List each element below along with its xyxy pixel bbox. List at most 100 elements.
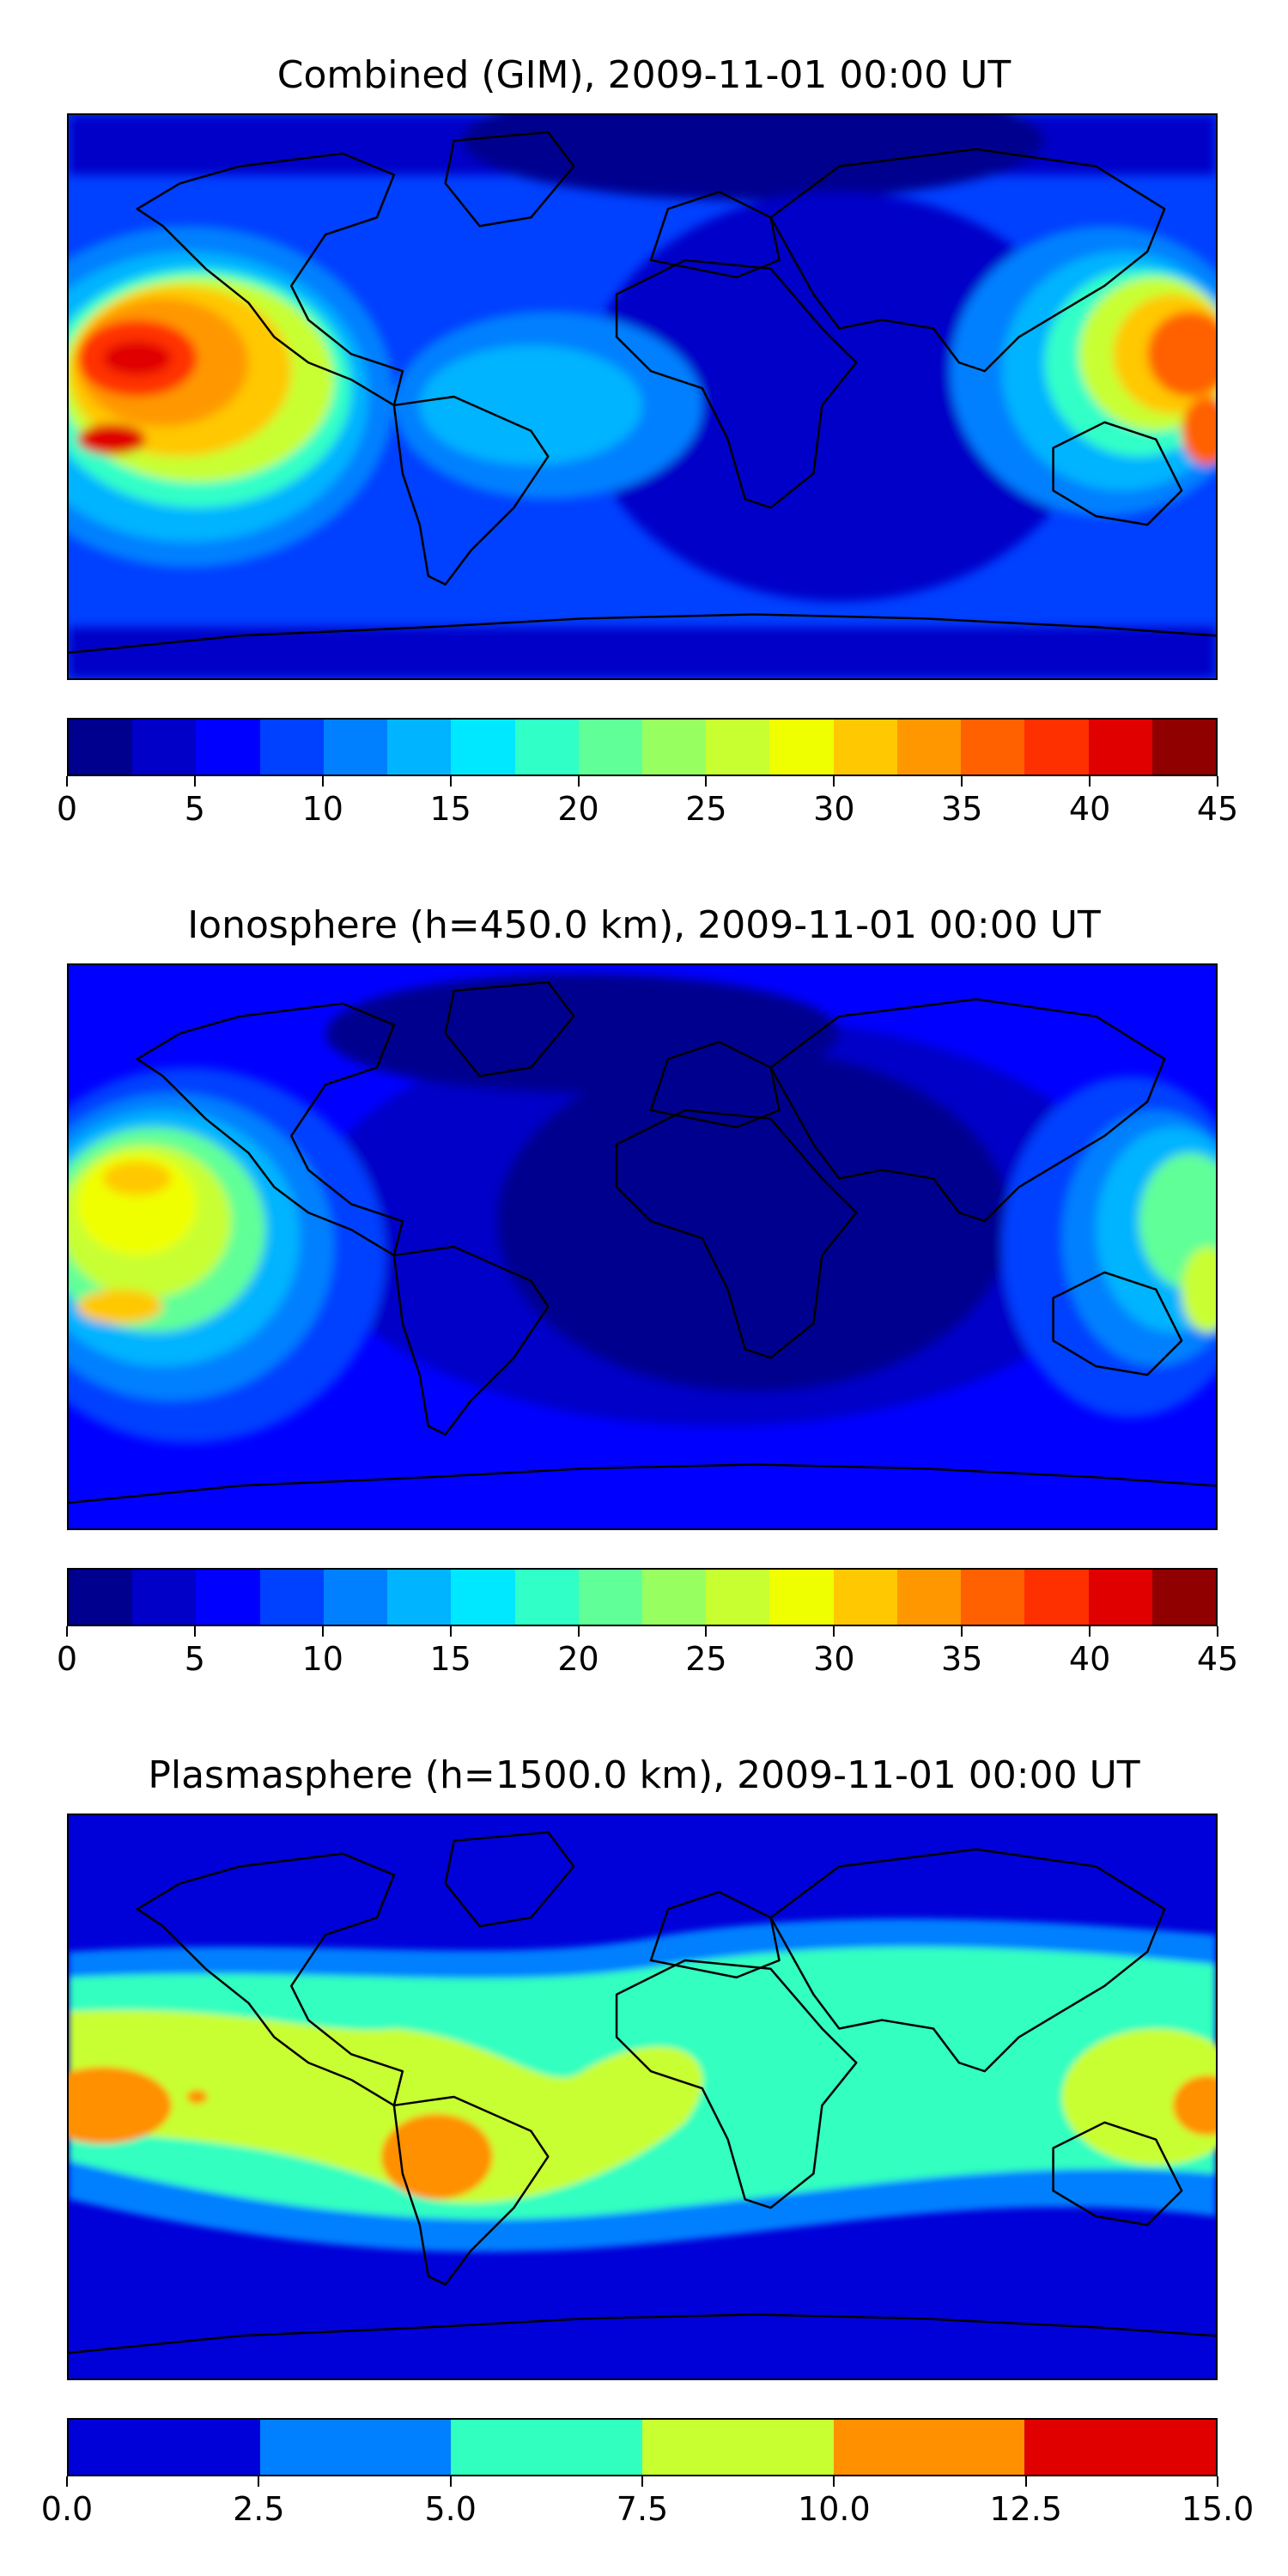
panel-3-colorbar-ticks: 0.0 2.5 5.0 7.5 10.0 12.5 15.0 [41, 2476, 1254, 2528]
colorbar-tick-label: 45 [1196, 790, 1239, 828]
colorbar-tick-label: 5 [184, 1640, 205, 1678]
colorbar-segment [961, 1570, 1025, 1625]
colorbar-tick-mark [961, 1626, 963, 1637]
colorbar-tick-mark [1089, 1626, 1091, 1637]
colorbar-tick-label: 0 [56, 1640, 78, 1678]
colorbar-segment [387, 1570, 452, 1625]
colorbar-tick-mark [1217, 776, 1218, 787]
colorbar-tick-label: 5 [184, 790, 205, 828]
colorbar-segment [514, 720, 579, 775]
colorbar-tick-label: 10 [301, 1640, 343, 1678]
colorbar-tick-mark [66, 776, 68, 787]
colorbar-tick-label: 12.5 [989, 2490, 1062, 2528]
colorbar-tick-mark [961, 776, 963, 787]
panel-3-colorbar [67, 2418, 1218, 2476]
colorbar-segment [833, 2420, 1025, 2475]
colorbar-segment [641, 720, 707, 775]
colorbar-segment [451, 1570, 515, 1625]
colorbar-segment [641, 1570, 707, 1625]
colorbar-tick-mark [449, 1626, 452, 1637]
colorbar-tick-mark [641, 2476, 643, 2487]
colorbar-segment [833, 720, 897, 775]
colorbar-tick-label: 20 [557, 1640, 599, 1678]
colorbar-segment [514, 1570, 579, 1625]
colorbar-tick-mark [1089, 776, 1091, 787]
panel-2-colorbar [67, 1568, 1218, 1626]
colorbar-segment [69, 1570, 133, 1625]
colorbar-tick-label: 15.0 [1181, 2490, 1255, 2528]
colorbar-segment [132, 720, 197, 775]
colorbar-tick-label: 25 [685, 1640, 727, 1678]
colorbar-tick-mark [449, 776, 452, 787]
colorbar-tick-label: 30 [813, 790, 855, 828]
panel-1-map [67, 113, 1218, 680]
colorbar-segment [896, 1570, 962, 1625]
colorbar-tick-mark [705, 1626, 708, 1637]
colorbar-tick-mark [321, 776, 324, 787]
colorbar-segment [259, 1570, 324, 1625]
colorbar-segment [706, 1570, 770, 1625]
colorbar-segment [1151, 1570, 1216, 1625]
colorbar-tick-mark [577, 776, 580, 787]
colorbar-tick-label: 40 [1068, 790, 1111, 828]
colorbar-tick-mark [1217, 2476, 1218, 2487]
colorbar-tick-label: 40 [1068, 1640, 1111, 1678]
colorbar-segment [387, 720, 452, 775]
colorbar-segment [259, 2420, 452, 2475]
colorbar-tick-label: 30 [813, 1640, 855, 1678]
panel-1-colorbar [67, 718, 1218, 776]
colorbar-segment [451, 2420, 643, 2475]
panel-2-colorbar-ticks: 0 5 10 15 20 25 30 35 40 45 [57, 1626, 1238, 1678]
colorbar-segment [642, 2420, 834, 2475]
colorbar-segment [1024, 1570, 1089, 1625]
colorbar-tick-mark [705, 776, 708, 787]
colorbar-segment [1088, 720, 1152, 775]
colorbar-segment [896, 720, 962, 775]
colorbar-segment [578, 720, 642, 775]
colorbar-tick-mark [1217, 1626, 1218, 1637]
colorbar-tick-label: 25 [685, 790, 727, 828]
colorbar-tick-mark [833, 1626, 835, 1637]
panel-3-map [67, 1814, 1218, 2380]
colorbar-segment [833, 1570, 897, 1625]
panel-2-map [67, 963, 1218, 1530]
colorbar-tick-label: 35 [941, 790, 983, 828]
colorbar-segment [1088, 1570, 1152, 1625]
colorbar-segment [69, 720, 133, 775]
colorbar-tick-mark [1024, 2476, 1027, 2487]
colorbar-tick-mark [833, 2476, 835, 2487]
colorbar-tick-mark [577, 1626, 580, 1637]
colorbar-segment [196, 720, 260, 775]
colorbar-segment [706, 720, 770, 775]
colorbar-segment [1151, 720, 1216, 775]
colorbar-segment [769, 1570, 834, 1625]
colorbar-segment [1024, 720, 1089, 775]
panel-1-title: Combined (GIM), 2009-11-01 00:00 UT [276, 53, 1012, 97]
colorbar-tick-label: 0.0 [40, 2490, 94, 2528]
colorbar-tick-label: 35 [941, 1640, 983, 1678]
colorbar-segment [961, 720, 1025, 775]
colorbar-tick-mark [449, 2476, 452, 2487]
colorbar-tick-label: 5.0 [424, 2490, 477, 2528]
colorbar-tick-mark [258, 2476, 260, 2487]
colorbar-segment [132, 1570, 197, 1625]
colorbar-segment [69, 2420, 260, 2475]
colorbar-segment [1024, 2420, 1216, 2475]
colorbar-segment [323, 720, 388, 775]
colorbar-segment [259, 720, 324, 775]
panel-1-colorbar-ticks: 0 5 10 15 20 25 30 35 40 45 [57, 776, 1238, 828]
colorbar-segment [769, 720, 834, 775]
colorbar-tick-label: 10 [301, 790, 343, 828]
colorbar-tick-label: 45 [1196, 1640, 1239, 1678]
colorbar-tick-mark [193, 776, 196, 787]
colorbar-segment [323, 1570, 388, 1625]
colorbar-tick-mark [66, 1626, 68, 1637]
colorbar-tick-label: 20 [557, 790, 599, 828]
colorbar-tick-mark [66, 2476, 68, 2487]
colorbar-tick-mark [193, 1626, 196, 1637]
colorbar-tick-label: 15 [429, 790, 471, 828]
colorbar-segment [578, 1570, 642, 1625]
colorbar-tick-label: 10.0 [798, 2490, 871, 2528]
colorbar-tick-mark [321, 1626, 324, 1637]
colorbar-tick-mark [833, 776, 835, 787]
